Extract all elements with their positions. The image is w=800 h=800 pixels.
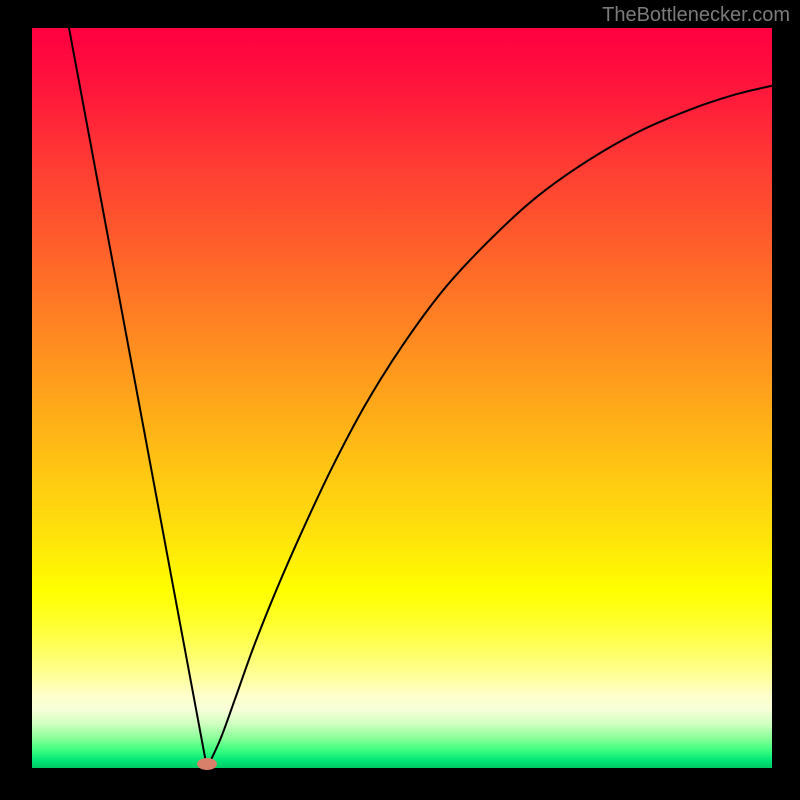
bottleneck-curve — [32, 28, 772, 768]
watermark-text: TheBottlenecker.com — [602, 4, 790, 27]
optimum-marker — [197, 758, 217, 770]
plot-area — [32, 28, 772, 768]
chart-container: TheBottlenecker.com — [0, 0, 800, 800]
